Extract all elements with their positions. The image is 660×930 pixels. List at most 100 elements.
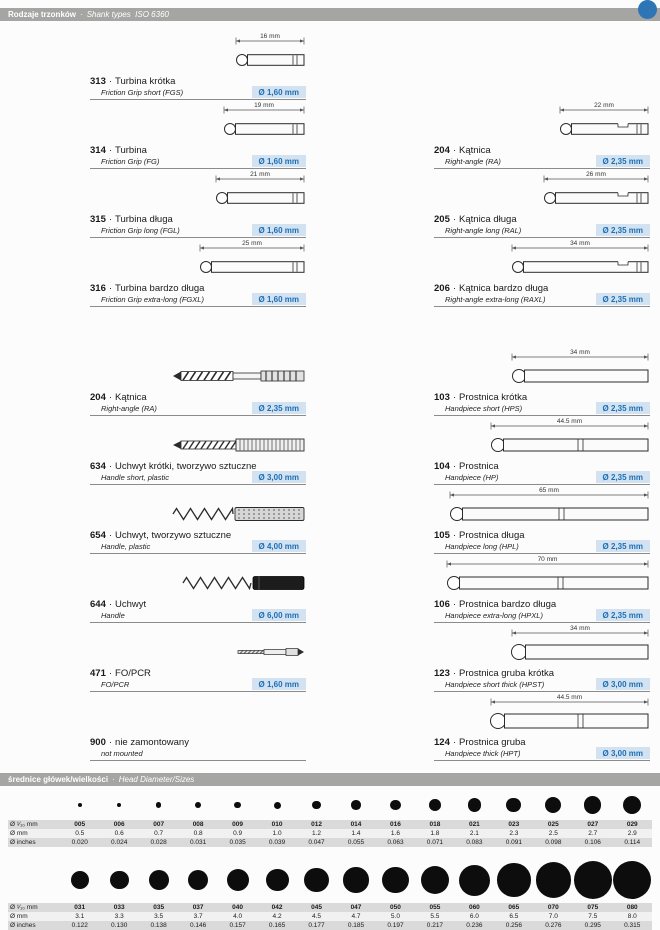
diameter-badge: Ø 6,00 mm [251,609,306,621]
shank-drawing-hp_thick: 34 mm [511,625,649,660]
column-left: 471 · FO/PCR FO/PCR Ø 1,60 mm [10,623,320,692]
shank-image: 26 mm [434,169,650,212]
entry-code: 315 [90,214,106,225]
size-value: 0.091 [505,839,522,846]
entry-subname: Handpiece (HP) [445,473,499,482]
diameter-badge: Ø 2,35 mm [251,402,306,414]
catalog-row: 21 mm 315 · Turbina długa Friction Grip long… [10,169,650,238]
shank-drawing-drill [173,370,305,382]
size-value: 012 [311,821,322,828]
entry-code: 900 [90,737,106,748]
shank-drawing-fg: 21 mm [215,171,305,204]
head-size-dot-cell [297,857,336,903]
size-value: 0.157 [229,922,246,929]
head-size-dot [497,863,531,897]
catalog-entry-644: 644 · Uchwyt Handle Ø 6,00 mm [90,554,306,623]
catalog-entry-204: 204 · Kątnica Right-angle (RA) Ø 2,35 mm [90,347,306,416]
size-value: 1.0 [272,830,282,837]
head-size-dot [467,798,482,812]
size-value: 0.035 [229,839,246,846]
column-left: 19 mm 314 · Turbina Friction Grip (FG) Ø 1,60… [10,100,320,169]
entry-label-block: 471 · FO/PCR FO/PCR Ø 1,60 mm [90,668,306,692]
shank-drawing-hp: 44.5 mm [490,418,649,452]
size-value: 0.063 [387,839,404,846]
diameter-badge: Ø 2,35 mm [595,609,650,621]
entry-code: 105 [434,530,450,541]
entry-label-block: 313 · Turbina krótka Friction Grip short (F… [90,76,306,100]
entry-code: 316 [90,283,106,294]
catalog-entry-316: 25 mm 316 · Turbina bardzo długa Friction Gr… [90,238,306,307]
size-value: 2.7 [588,830,598,837]
column-right: 44.5 mm 104 · Prostnica Handpiece (HP) Ø 2,35… [320,416,650,485]
size-value: 0.217 [426,922,444,929]
entry-name-text: Turbina [115,145,147,156]
head-sizes-table-2: Ø ¹⁄₁₀ mm 031 033 035 037 040 042 045 047 050 055 0… [8,857,652,930]
entry-separator: · [108,283,113,294]
size-value: 018 [429,821,441,828]
entry-separator: · [108,392,113,403]
entry-subname: Handpiece extra-long (HPXL) [445,611,543,620]
size-value: 080 [626,904,638,911]
catalog-entry-105: 65 mm 105 · Prostnica długa Handpiece long (… [434,485,650,554]
size-value: 4.0 [233,913,243,920]
entry-name-text: FO/PCR [115,668,151,679]
shank-image [90,692,306,735]
catalog-entry-471: 471 · FO/PCR FO/PCR Ø 1,60 mm [90,623,306,692]
catalog-entry-123: 34 mm 123 · Prostnica gruba krótka Handpiece… [434,623,650,692]
catalog-row: 204 · Kątnica Right-angle (RA) Ø 2,35 mm 34 m… [10,347,650,416]
entry-label-block: 900 · nie zamontowany not mounted [90,737,306,761]
catalog-entry-104: 44.5 mm 104 · Prostnica Handpiece (HP) Ø 2,35… [434,416,650,485]
entry-name: 900 · nie zamontowany [90,737,306,748]
row-label-codes: Ø ¹⁄₁₀ mm [10,821,38,828]
column-right: 22 mm 204 · Kątnica Right-angle (RA) Ø 2,35 m… [320,100,650,169]
head-size-dot [109,870,129,890]
head-size-dot-cell [494,857,533,903]
catalog-row: 654 · Uchwyt, tworzywo sztuczne Handle, pla… [10,485,650,554]
diameter-badge: Ø 2,35 mm [595,155,650,167]
head-size-dot [584,796,602,814]
entry-subname: Handpiece short (HPS) [445,404,523,413]
entry-name-text: Prostnica gruba [459,737,526,748]
size-value: 021 [468,821,480,828]
size-value: 0.8 [193,830,203,837]
entry-name: 313 · Turbina krótka [90,76,306,87]
column-right: 34 mm 103 · Prostnica krótka Handpiece short… [320,347,650,416]
size-value: 007 [153,821,165,828]
shank-header-title-en: Shank types ISO 6360 [86,10,169,19]
entry-name: 204 · Kątnica [90,392,306,403]
entry-separator: · [452,599,457,610]
size-value: 037 [192,904,204,911]
size-value: 3.5 [154,913,164,920]
entry-subname: Handle, plastic [101,542,151,551]
dimension-label: 26 mm [586,171,606,178]
size-value: 0.5 [75,830,85,837]
size-value: 1.4 [351,830,361,837]
row-label-inches: Ø inches [10,922,36,929]
entry-label-block: 123 · Prostnica gruba krótka Handpiece shor… [434,668,650,692]
entry-name-text: Turbina krótka [115,76,176,87]
column-left: 644 · Uchwyt Handle Ø 6,00 mm [10,554,320,623]
shank-image: 70 mm [434,554,650,597]
entry-code: 644 [90,599,106,610]
entry-name: 634 · Uchwyt krótki, tworzywo sztuczne [90,461,306,472]
dimension-label: 65 mm [539,487,559,494]
page-number-badge [638,0,657,19]
entry-subname: Friction Grip long (FGL) [101,226,180,235]
head-size-dot-cell [415,857,454,903]
size-value: 0.138 [150,922,167,929]
catalog-row: 900 · nie zamontowany not mounted 44.5 mm 124… [10,692,650,761]
column-right: 70 mm 106 · Prostnica bardzo długa Handpiece… [320,554,650,623]
catalog-entry-313: 16 mm 313 · Turbina krótka Friction Grip sho… [90,31,306,100]
entry-name-text: Kątnica [459,145,491,156]
entry-name: 315 · Turbina długa [90,214,306,225]
size-value: 0.071 [426,839,444,846]
size-value: 0.9 [233,830,243,837]
size-value: 027 [587,821,599,828]
entry-name: 314 · Turbina [90,145,306,156]
catalog-entry-106: 70 mm 106 · Prostnica bardzo długa Handpiece… [434,554,650,623]
entry-label-block: 206 · Kątnica bardzo długa Right-angle extr… [434,283,650,307]
shank-image [90,554,306,597]
size-value: 0.055 [347,839,365,846]
size-value: 0.039 [268,839,286,846]
entry-name: 206 · Kątnica bardzo długa [434,283,650,294]
